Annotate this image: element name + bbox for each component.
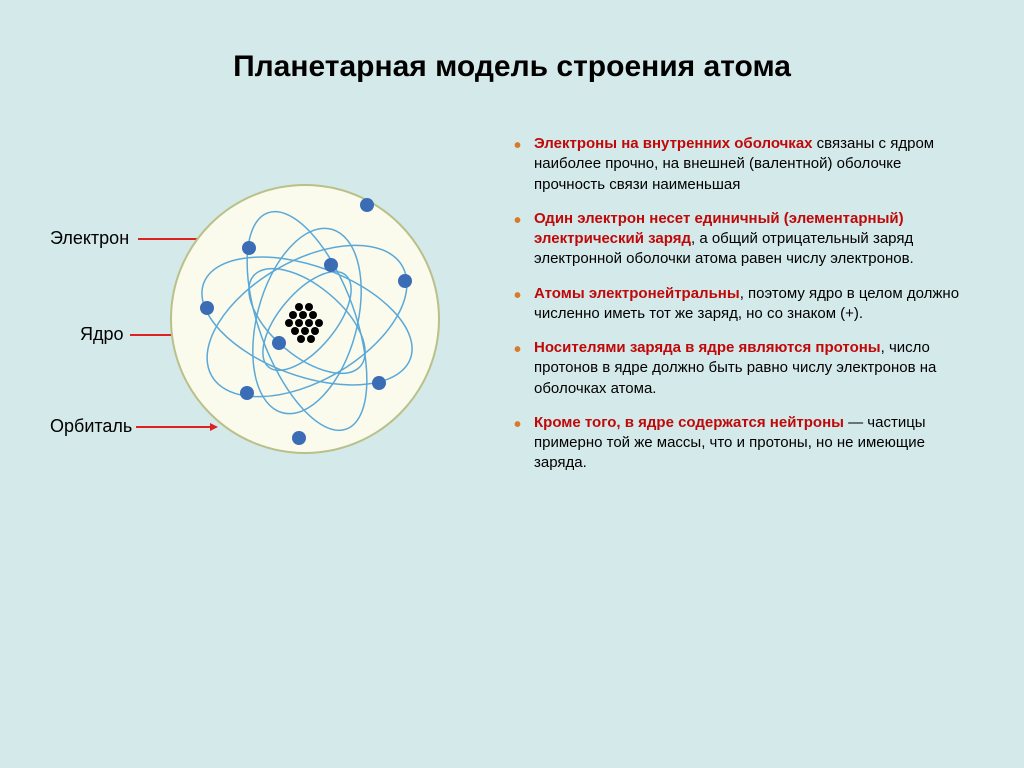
bullet-item: Атомы электронейтральны, поэтому ядро в … [510,284,964,325]
electron-dot [200,301,214,315]
electron-dot [398,274,412,288]
label-nucleus: Ядро [80,324,124,345]
bullet-list: Электроны на внутренних оболочках связан… [510,124,974,498]
electron-dot [240,386,254,400]
label-electron: Электрон [50,228,129,249]
bullet-lead: Электроны на внутренних оболочках [534,135,813,152]
bullet-item: Электроны на внутренних оболочках связан… [510,134,964,195]
slide: Планетарная модель строения атома Электр… [0,0,1024,768]
label-orbital: Орбиталь [50,416,132,437]
bullet-item: Один электрон несет единичный (элементар… [510,209,964,270]
electron-dot [324,258,338,272]
electrons-layer [172,186,438,452]
electron-dot [272,336,286,350]
atom-shell [170,184,440,454]
electron-dot [360,198,374,212]
electron-dot [242,241,256,255]
bullet-item: Носителями заряда в ядре являются протон… [510,338,964,399]
atom-diagram: Электрон Ядро Орбиталь [50,124,490,524]
bullet-item: Кроме того, в ядре содержатся нейтроны —… [510,413,964,474]
slide-title: Планетарная модель строения атома [50,50,974,84]
content-row: Электрон Ядро Орбиталь [50,124,974,524]
bullet-lead: Атомы электронейтральны [534,285,740,302]
bullet-lead: Кроме того, в ядре содержатся нейтроны [534,414,844,431]
electron-dot [292,431,306,445]
electron-dot [372,376,386,390]
bullet-lead: Носителями заряда в ядре являются протон… [534,339,881,356]
